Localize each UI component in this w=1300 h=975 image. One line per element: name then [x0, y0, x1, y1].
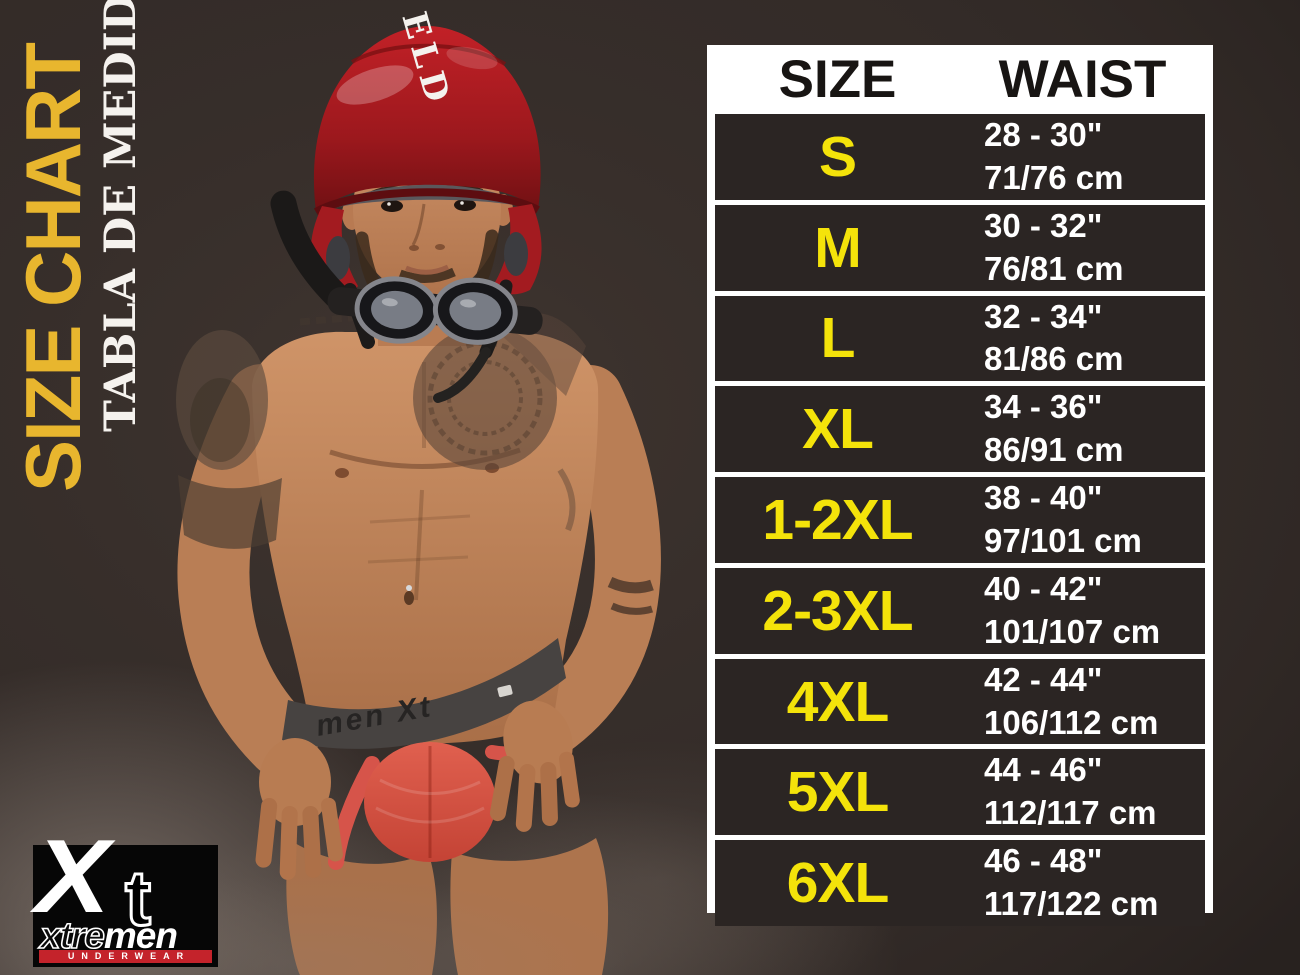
size-value: L — [820, 306, 856, 371]
column-header-size: SIZE — [778, 49, 897, 109]
table-row: XL 34 - 36" 86/91 cm — [715, 386, 1205, 473]
brand-name: xtremen — [39, 915, 178, 956]
brand-name-solid-part: men — [103, 915, 178, 956]
waist-value: 30 - 32" 76/81 cm — [960, 205, 1205, 291]
size-value: S — [818, 124, 857, 189]
waist-value: 38 - 40" 97/101 cm — [960, 477, 1205, 563]
size-value: 4XL — [786, 669, 890, 734]
table-row: L 32 - 34" 81/86 cm — [715, 295, 1205, 382]
waist-value: 34 - 36" 86/91 cm — [960, 386, 1205, 472]
page-title: SIZE CHART — [9, 44, 97, 492]
waist-inches: 40 - 42" — [984, 569, 1103, 607]
waist-value: 40 - 42" 101/107 cm — [960, 568, 1205, 654]
size-value: 1-2XL — [762, 488, 913, 553]
logo-x-glyph: X — [35, 819, 110, 935]
waist-cm: 97/101 cm — [984, 522, 1142, 560]
table-row: 1-2XL 38 - 40" 97/101 cm — [715, 477, 1205, 563]
waist-cm: 71/76 cm — [984, 158, 1124, 196]
waist-inches: 34 - 36" — [984, 388, 1103, 426]
waist-inches: 44 - 46" — [984, 751, 1103, 789]
table-row: S 28 - 30" 71/76 cm — [715, 114, 1205, 200]
waist-inches: 42 - 44" — [984, 660, 1103, 698]
waist-inches: 46 - 48" — [984, 842, 1103, 880]
table-row: 6XL 46 - 48" 117/122 cm — [715, 840, 1205, 927]
page-subtitle-es: TABLA DE MEDIDAS — [96, 0, 146, 432]
waist-cm: 101/107 cm — [984, 612, 1161, 650]
right-hand — [489, 700, 580, 832]
waist-cm: 112/117 cm — [984, 794, 1157, 832]
left-hand — [255, 738, 343, 880]
waist-value: 28 - 30" 71/76 cm — [960, 114, 1205, 200]
model-figure: ELD men Xt — [0, 7, 661, 975]
waist-inches: 38 - 40" — [984, 479, 1103, 517]
waist-cm: 117/122 cm — [984, 885, 1159, 923]
waist-value: 46 - 48" 117/122 cm — [960, 840, 1205, 926]
waist-cm: 106/112 cm — [984, 703, 1159, 741]
table-row: M 30 - 32" 76/81 cm — [715, 204, 1205, 291]
underwear-banner: UNDERWEAR — [39, 950, 212, 963]
size-table-header: SIZE WAIST — [715, 49, 1205, 109]
goggles — [270, 190, 543, 345]
underwear: men Xt — [282, 638, 566, 870]
column-header-waist: WAIST — [998, 49, 1167, 109]
table-row: 5XL 44 - 46" 112/117 cm — [715, 749, 1205, 836]
table-row: 2-3XL 40 - 42" 101/107 cm — [715, 567, 1205, 654]
size-value: 5XL — [786, 760, 890, 825]
waist-value: 44 - 46" 112/117 cm — [960, 749, 1205, 835]
size-value: XL — [802, 397, 874, 462]
waist-inches: 28 - 30" — [984, 116, 1103, 153]
underwear-banner-label: UNDERWEAR — [67, 951, 191, 961]
size-value: M — [814, 215, 861, 280]
waist-cm: 76/81 cm — [984, 249, 1124, 287]
size-value: 6XL — [786, 851, 890, 916]
waist-inches: 32 - 34" — [984, 297, 1103, 335]
size-table: SIZE WAIST S 28 - 30" 71/76 cm M 30 - 32… — [707, 45, 1213, 927]
waist-cm: 81/86 cm — [984, 340, 1124, 378]
waist-value: 32 - 34" 81/86 cm — [960, 296, 1205, 382]
waist-value: 42 - 44" 106/112 cm — [960, 659, 1205, 745]
size-value: 2-3XL — [762, 578, 913, 643]
table-row: 4XL 42 - 44" 106/112 cm — [715, 658, 1205, 745]
brand-name-outline-part: xtre — [39, 915, 105, 956]
brand-logo: X t xtremen UNDERWEAR — [33, 825, 218, 967]
waist-inches: 30 - 32" — [984, 206, 1103, 244]
waist-cm: 86/91 cm — [984, 431, 1124, 469]
logo-t-glyph: t — [124, 854, 153, 942]
